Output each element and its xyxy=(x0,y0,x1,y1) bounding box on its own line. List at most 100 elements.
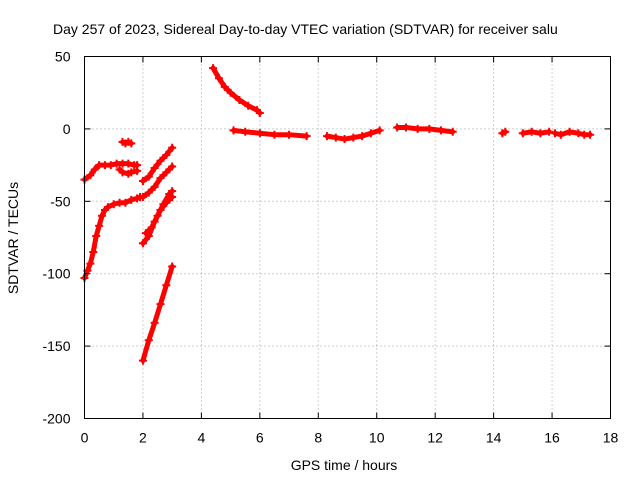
data-point xyxy=(138,192,147,201)
data-point xyxy=(168,162,177,171)
data-point xyxy=(556,130,565,139)
data-point xyxy=(302,132,311,141)
y-tick-label: -50 xyxy=(50,193,70,209)
grid-lines xyxy=(84,56,611,419)
data-point xyxy=(393,123,402,132)
data-point xyxy=(518,129,527,138)
data-point xyxy=(150,318,159,327)
data-point xyxy=(138,177,147,186)
x-tick-label: 16 xyxy=(544,430,560,446)
data-point xyxy=(121,198,130,207)
data-point xyxy=(550,129,559,138)
series-s15 xyxy=(518,127,554,138)
x-tick-label: 0 xyxy=(81,430,89,446)
data-point xyxy=(162,168,171,177)
y-tick-label: 0 xyxy=(63,121,71,137)
data-point xyxy=(109,200,118,209)
data-point xyxy=(98,211,107,220)
data-point xyxy=(244,101,253,110)
data-point xyxy=(150,182,159,191)
data-point xyxy=(92,232,101,241)
data-point xyxy=(501,127,510,136)
data-point xyxy=(118,168,127,177)
data-point xyxy=(144,188,153,197)
series-s4 xyxy=(80,192,145,283)
data-point xyxy=(168,262,177,271)
series-s14 xyxy=(498,127,510,138)
data-point xyxy=(270,130,279,139)
data-point xyxy=(425,124,434,133)
data-point xyxy=(437,126,446,135)
data-point xyxy=(86,259,95,268)
data-point xyxy=(138,239,147,248)
series-s6 xyxy=(138,162,177,201)
data-points xyxy=(80,64,595,365)
data-point xyxy=(89,247,98,256)
data-point xyxy=(168,143,177,152)
series-line xyxy=(82,194,143,281)
series-s9 xyxy=(138,262,177,365)
plot-frame xyxy=(84,56,611,419)
data-point xyxy=(565,127,574,136)
y-axis-label: SDTVAR / TECUs xyxy=(5,182,21,294)
x-tick-label: 18 xyxy=(603,430,619,446)
series-s1 xyxy=(80,159,142,184)
series-s2 xyxy=(115,165,142,178)
data-point xyxy=(323,132,332,141)
x-tick-label: 4 xyxy=(197,430,205,446)
x-tick-label: 6 xyxy=(256,430,264,446)
data-point xyxy=(366,129,375,138)
data-point xyxy=(401,123,410,132)
data-point xyxy=(331,133,340,142)
series-s10 xyxy=(209,64,264,117)
data-point xyxy=(106,161,115,170)
series-s12 xyxy=(323,126,384,144)
y-tick-label: -150 xyxy=(42,338,70,354)
data-point xyxy=(209,64,218,73)
data-point xyxy=(214,74,223,83)
data-point xyxy=(586,130,595,139)
data-point xyxy=(141,229,150,238)
data-point xyxy=(229,126,238,135)
series-s13 xyxy=(393,123,457,136)
tick-labels: 0 2 4 6 8 10 12 14 16 18 50 0 -50 -100 -150 -200 xyxy=(42,49,618,446)
x-tick-label: 10 xyxy=(369,430,385,446)
data-point xyxy=(127,139,136,148)
data-point xyxy=(147,223,156,232)
data-point xyxy=(156,156,165,165)
data-point xyxy=(241,127,250,136)
x-tick-label: 12 xyxy=(427,430,443,446)
data-point xyxy=(153,211,162,220)
x-tick-label: 8 xyxy=(314,430,322,446)
data-point xyxy=(285,130,294,139)
data-point xyxy=(156,174,165,183)
data-point xyxy=(340,135,349,144)
x-axis-label: GPS time / hours xyxy=(291,457,398,473)
data-point xyxy=(220,82,229,91)
data-point xyxy=(90,165,99,174)
axis-ticks xyxy=(84,56,611,419)
chart-title: Day 257 of 2023, Sidereal Day-to-day VTE… xyxy=(53,21,558,37)
data-point xyxy=(527,127,536,136)
data-point xyxy=(133,166,142,175)
data-point xyxy=(159,200,168,209)
data-point xyxy=(86,171,95,180)
series-line xyxy=(520,129,552,136)
data-point xyxy=(545,127,554,136)
y-tick-label: 50 xyxy=(55,49,71,65)
x-tick-label: 14 xyxy=(486,430,502,446)
series-s5 xyxy=(138,143,177,186)
data-point xyxy=(103,203,112,212)
data-point xyxy=(156,300,165,309)
data-point xyxy=(536,129,545,138)
data-point xyxy=(375,126,384,135)
data-point xyxy=(413,124,422,133)
data-point xyxy=(144,336,153,345)
data-point xyxy=(226,88,235,97)
data-point xyxy=(255,129,264,138)
data-point xyxy=(150,163,159,172)
y-tick-label: -200 xyxy=(42,411,70,427)
data-point xyxy=(349,133,358,142)
data-point xyxy=(358,132,367,141)
